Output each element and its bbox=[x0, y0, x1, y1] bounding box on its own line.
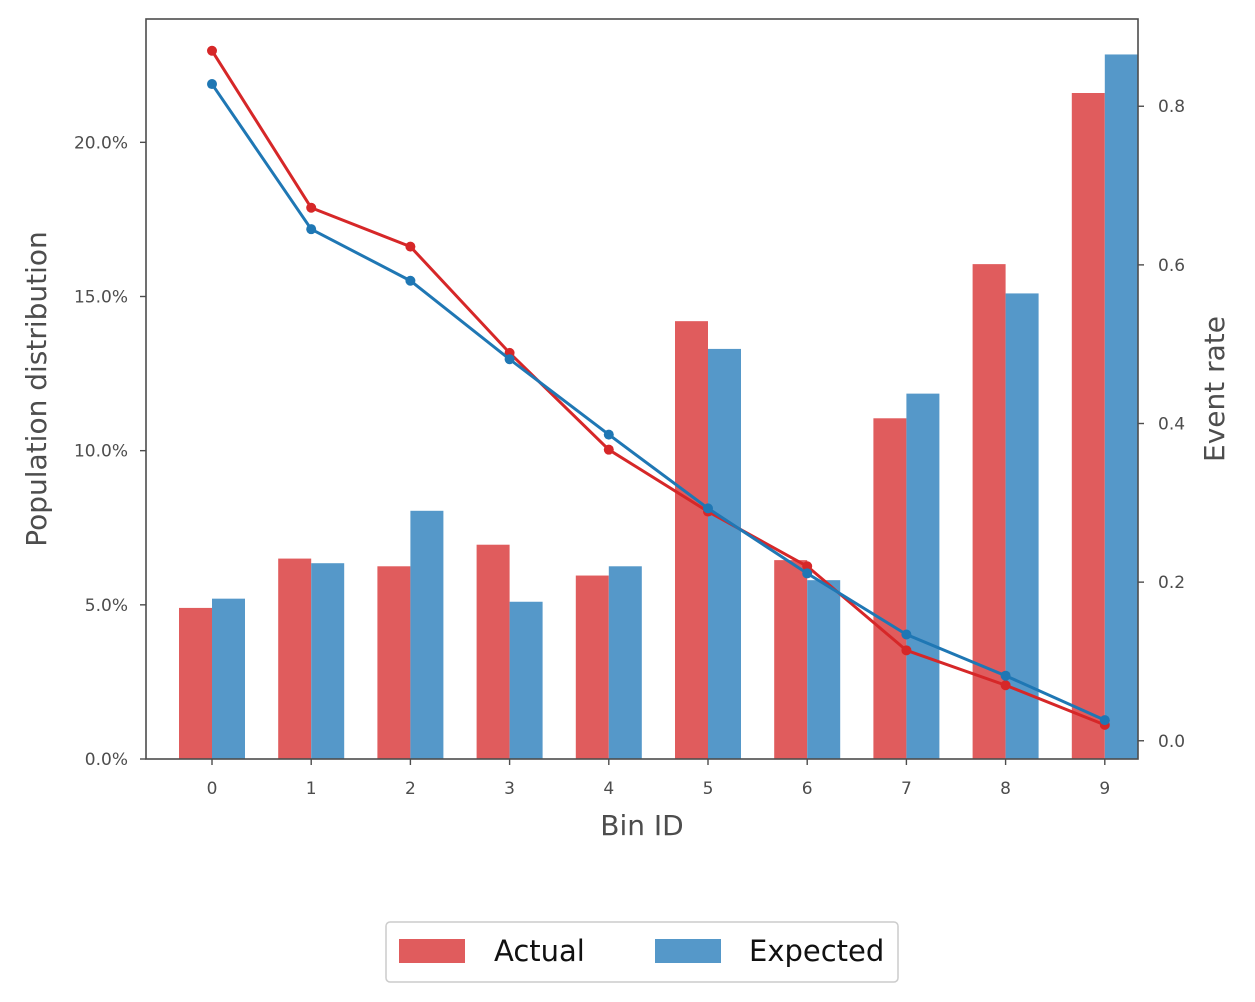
y2-tick-label: 0.0 bbox=[1158, 732, 1185, 752]
event-rate-point-expected-6 bbox=[802, 568, 813, 579]
bar-expected-9 bbox=[1104, 54, 1138, 760]
event-rate-point-actual-4 bbox=[603, 444, 614, 455]
x-tick-label: 3 bbox=[504, 779, 515, 799]
legend-swatch-expected bbox=[655, 939, 721, 963]
x-tick-label: 7 bbox=[901, 779, 912, 799]
legend-label-expected: Expected bbox=[749, 934, 884, 968]
event-rate-point-actual-0 bbox=[207, 45, 217, 56]
bar-actual-2 bbox=[377, 566, 411, 759]
x-axis-title: Bin ID bbox=[600, 809, 683, 842]
y-axis-title: Population distribution bbox=[20, 231, 53, 547]
event-rate-point-expected-9 bbox=[1099, 715, 1110, 726]
bar-actual-7 bbox=[873, 418, 907, 759]
y2-tick-label: 0.2 bbox=[1158, 573, 1185, 593]
bar-actual-6 bbox=[774, 560, 808, 759]
y2-axis-title: Event rate bbox=[1198, 316, 1231, 462]
event-rate-point-expected-1 bbox=[306, 224, 317, 235]
bar-expected-6 bbox=[807, 580, 841, 759]
x-tick-label: 0 bbox=[207, 779, 218, 799]
y-tick-label: 10.0% bbox=[74, 442, 128, 462]
bar-expected-3 bbox=[509, 601, 543, 759]
bar-expected-8 bbox=[1005, 293, 1039, 759]
bar-actual-1 bbox=[278, 558, 312, 759]
bar-actual-0 bbox=[179, 607, 212, 759]
legend: Actual Expected bbox=[385, 921, 899, 983]
event-rate-point-expected-2 bbox=[405, 275, 416, 286]
event-rate-point-actual-8 bbox=[1000, 680, 1011, 691]
bar-expected-2 bbox=[410, 510, 444, 759]
legend-swatch-actual bbox=[399, 939, 465, 963]
bar-expected-5 bbox=[708, 348, 741, 759]
event-rate-point-expected-3 bbox=[504, 354, 515, 365]
event-rate-point-expected-7 bbox=[901, 629, 912, 640]
bar-expected-7 bbox=[906, 393, 940, 759]
y-axis-left: 0.0% 5.0% 10.0% 15.0% 20.0% bbox=[74, 133, 146, 770]
bar-actual-3 bbox=[476, 544, 510, 759]
event-rate-point-expected-4 bbox=[603, 429, 614, 440]
bar-expected-0 bbox=[212, 598, 245, 759]
y-tick-label: 20.0% bbox=[74, 133, 128, 153]
bar-actual-5 bbox=[675, 321, 708, 759]
y-tick-label: 15.0% bbox=[74, 288, 128, 308]
x-tick-label: 2 bbox=[405, 779, 416, 799]
event-rate-point-expected-8 bbox=[1000, 670, 1011, 681]
x-tick-label: 6 bbox=[802, 779, 813, 799]
event-rate-point-expected-5 bbox=[703, 503, 713, 514]
x-tick-label: 1 bbox=[306, 779, 317, 799]
plot-frame bbox=[145, 18, 1139, 760]
bar-expected-4 bbox=[608, 566, 642, 759]
bar-actual-9 bbox=[1071, 93, 1105, 759]
x-tick-label: 9 bbox=[1099, 779, 1110, 799]
y-tick-label: 0.0% bbox=[85, 750, 128, 770]
y-axis-right: 0.0 0.2 0.4 0.6 0.8 bbox=[1138, 97, 1185, 752]
x-tick-label: 5 bbox=[703, 779, 714, 799]
bars bbox=[179, 54, 1138, 760]
legend-label-actual: Actual bbox=[494, 934, 585, 968]
event-rate-point-expected-0 bbox=[207, 79, 217, 90]
x-axis: 0 1 2 3 4 5 6 7 8 9 bbox=[207, 759, 1110, 799]
bar-actual-4 bbox=[575, 575, 609, 759]
event-rate-line-expected bbox=[210, 83, 1106, 722]
bar-expected-1 bbox=[311, 563, 345, 759]
event-rate-point-actual-2 bbox=[405, 241, 416, 252]
x-tick-label: 8 bbox=[1000, 779, 1011, 799]
event-rate-lines bbox=[207, 45, 1110, 730]
x-tick-label: 4 bbox=[603, 779, 614, 799]
event-rate-point-actual-7 bbox=[901, 645, 912, 656]
y2-tick-label: 0.4 bbox=[1158, 415, 1185, 435]
event-rate-line-actual bbox=[210, 49, 1106, 727]
legend-box bbox=[385, 921, 899, 983]
event-rate-point-actual-6 bbox=[802, 561, 813, 572]
y-tick-label: 5.0% bbox=[85, 596, 128, 616]
y2-tick-label: 0.8 bbox=[1158, 97, 1185, 117]
y2-tick-label: 0.6 bbox=[1158, 256, 1185, 276]
event-rate-point-actual-1 bbox=[306, 202, 317, 213]
